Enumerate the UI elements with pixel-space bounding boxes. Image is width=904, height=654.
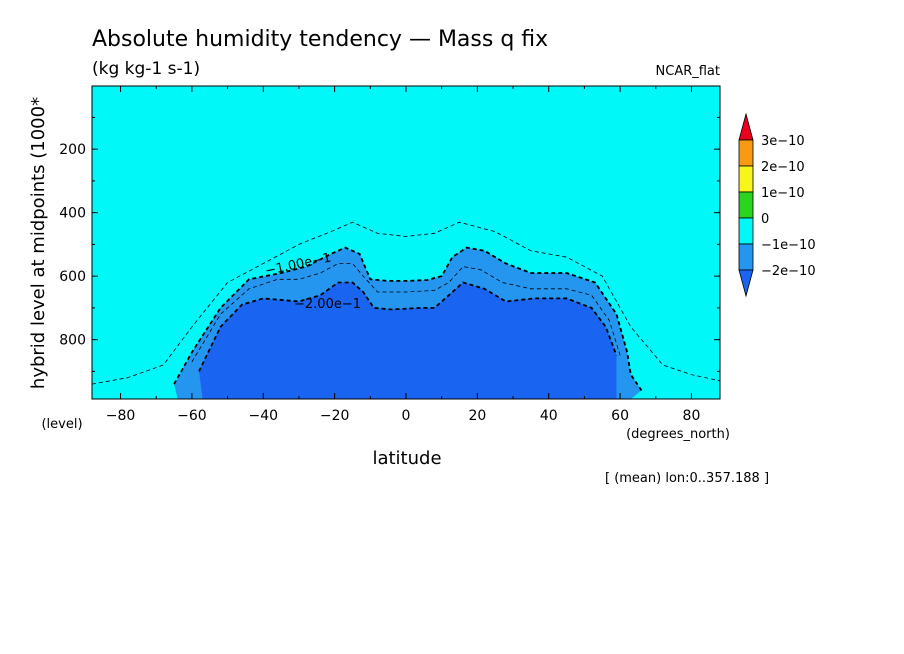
colorbar-label: 3e−10	[761, 134, 805, 149]
colorbar-top-arrow	[738, 112, 754, 141]
y-tick-label: 200	[59, 142, 86, 158]
contour-line-band-dark	[198, 281, 618, 372]
colorbar-label: 0	[761, 212, 769, 227]
x-tick-label: −60	[177, 408, 207, 424]
y-axis-units: (level)	[41, 417, 82, 432]
x-tick-label: −20	[320, 408, 350, 424]
plot-area: −1.00e−1−2.00e−1−80 −60 −40 −20 0 20 40 60 80200…	[59, 85, 721, 424]
y-axis-label: hybrid level at midpoints (1000*	[28, 97, 49, 389]
x-tick-label: 80	[683, 408, 701, 424]
colorbar: 3e−10 2e−10 1e−10 0 −1e−10 −2e−10	[738, 112, 816, 298]
contour-line-inner	[191, 263, 621, 363]
colorbar-segment	[738, 139, 754, 167]
x-axis-label: latitude	[372, 448, 441, 469]
colorbar-label: −2e−10	[761, 264, 816, 279]
contour-line-band-light	[173, 246, 643, 391]
footnote: [ (mean) lon:0..357.188 ]	[605, 471, 769, 486]
fill-region-band-dark	[199, 282, 617, 399]
colorbar-segment	[738, 165, 754, 193]
x-tick-label: 60	[611, 408, 629, 424]
x-tick-label: 20	[468, 408, 486, 424]
colorbar-segment	[738, 191, 754, 219]
x-axis-units: (degrees_north)	[626, 427, 730, 442]
y-tick-label: 400	[59, 206, 86, 222]
contour-label: −2.00e−1	[294, 297, 361, 312]
colorbar-label: 1e−10	[761, 186, 805, 201]
x-tick-label: 0	[402, 408, 411, 424]
x-tick-label: −40	[248, 408, 278, 424]
colorbar-bottom-arrow	[738, 269, 754, 298]
colorbar-segment	[738, 217, 754, 245]
x-tick-label: 40	[540, 408, 558, 424]
y-tick-label: 600	[59, 269, 86, 285]
y-tick-label: 800	[59, 333, 86, 349]
contour-line-outer	[92, 221, 720, 385]
colorbar-segment	[738, 243, 754, 271]
chart-subtitle: (kg kg-1 s-1)	[92, 59, 200, 79]
colorbar-label: 2e−10	[761, 160, 805, 175]
colorbar-label: −1e−10	[761, 238, 816, 253]
x-tick-label: −80	[106, 408, 136, 424]
plot-fill-group	[92, 86, 720, 399]
colormap-name: NCAR_flat	[656, 64, 720, 79]
chart-title: Absolute humidity tendency — Mass q fix	[92, 27, 548, 52]
